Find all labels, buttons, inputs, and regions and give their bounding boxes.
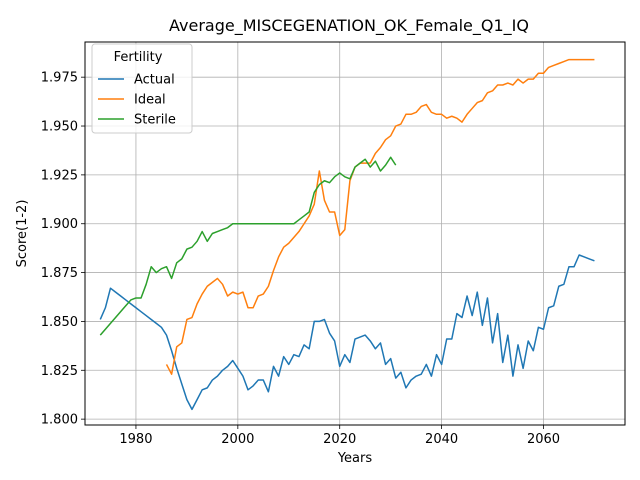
- plot-frame: [84, 41, 626, 426]
- y-tick-label: 1.800: [41, 413, 78, 428]
- x-tick-label: 2060: [527, 432, 560, 447]
- series-line-ideal: [165, 58, 595, 375]
- chart-title: Average_MISCEGENATION_OK_Female_Q1_IQ: [169, 16, 529, 36]
- legend-label: Actual: [134, 73, 175, 88]
- series-line-sterile: [99, 156, 397, 336]
- y-tick-label: 1.850: [41, 315, 78, 330]
- y-axis-title: Score(1-2): [15, 200, 30, 268]
- legend-entries: Actual Ideal Sterile: [98, 73, 176, 128]
- legend-item-sterile: Sterile: [98, 113, 176, 128]
- y-tick-label: 1.950: [41, 120, 78, 135]
- x-tick-label: 2000: [221, 432, 254, 447]
- series-line-actual: [99, 254, 595, 411]
- x-tick-label: 2040: [425, 432, 458, 447]
- legend-box: [91, 43, 193, 134]
- y-tick-label: 1.825: [41, 364, 78, 379]
- series-lines: [99, 58, 595, 411]
- y-tick-label: 1.875: [41, 266, 78, 281]
- x-tick-label: 2020: [323, 432, 356, 447]
- legend: Fertility Actual Ideal Sterile: [91, 43, 193, 134]
- legend-item-ideal: Ideal: [98, 93, 166, 108]
- y-tick-label: 1.925: [41, 168, 78, 183]
- legend-label: Ideal: [134, 93, 166, 108]
- legend-item-actual: Actual: [98, 73, 175, 88]
- axis-ticks: 1980 2000 2020 2040 2060 1.800 1.825 1.850 1.875…: [41, 71, 560, 447]
- y-tick-label: 1.975: [41, 71, 78, 86]
- x-tick-label: 1980: [119, 432, 152, 447]
- x-axis-title: Years: [337, 451, 373, 466]
- legend-title: Fertility: [114, 50, 163, 65]
- y-tick-label: 1.900: [41, 217, 78, 232]
- legend-label: Sterile: [134, 113, 176, 128]
